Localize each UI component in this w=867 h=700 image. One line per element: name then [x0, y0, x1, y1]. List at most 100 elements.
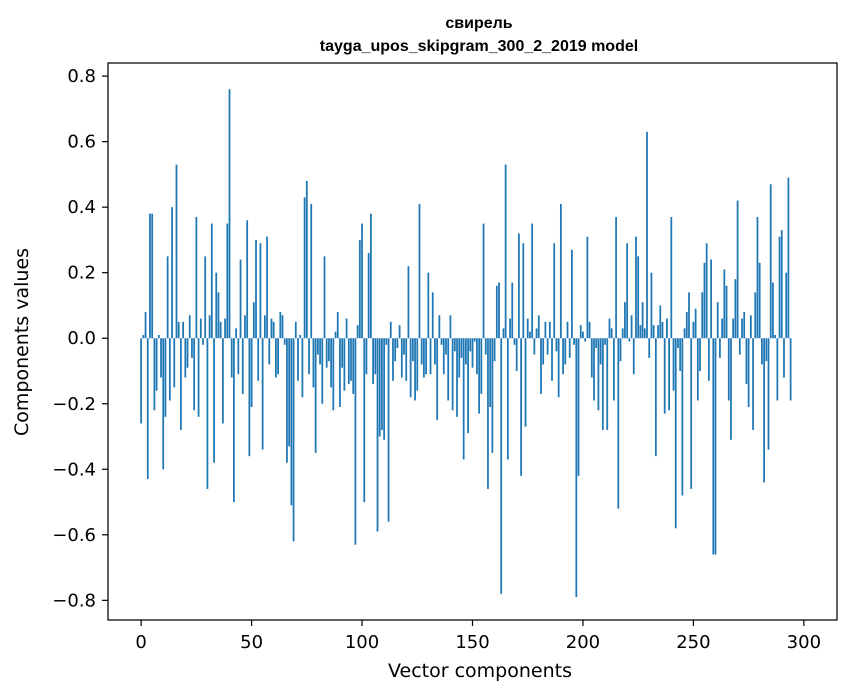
bar-12: [166, 256, 169, 339]
bar-247: [685, 312, 688, 339]
bar-162: [498, 282, 500, 339]
bar-259: [712, 338, 715, 555]
bar-197: [575, 338, 578, 598]
bar-194: [568, 338, 571, 358]
bar-182: [542, 338, 545, 365]
y-axis-label: Components values: [11, 248, 33, 436]
bar-257: [707, 338, 710, 381]
bar-45: [239, 259, 242, 339]
bar-91: [341, 338, 344, 368]
bar-87: [332, 338, 335, 411]
bar-130: [427, 272, 430, 339]
bar-106: [374, 338, 377, 375]
bar-2: [144, 312, 147, 339]
bar-10: [162, 338, 165, 470]
bar-193: [566, 321, 569, 339]
bar-229: [646, 131, 648, 339]
bar-196: [573, 338, 575, 345]
bar-245: [681, 338, 684, 496]
bar-119: [403, 338, 405, 355]
bar-225: [637, 256, 640, 339]
bar-173: [522, 243, 525, 339]
bar-78: [312, 338, 315, 388]
bar-38: [224, 318, 226, 339]
bar-149: [469, 338, 472, 352]
bar-181: [540, 338, 542, 394]
bar-179: [535, 328, 538, 339]
x-tick-label: 100: [345, 632, 379, 653]
bar-18: [180, 338, 182, 430]
bar-117: [398, 325, 401, 339]
bar-89: [336, 312, 339, 339]
bar-238: [666, 318, 668, 339]
bar-80: [316, 338, 319, 355]
bar-283: [765, 338, 768, 362]
bar-287: [774, 334, 777, 339]
bar-282: [763, 338, 765, 483]
bar-184: [546, 338, 549, 355]
bar-20: [184, 338, 187, 378]
x-tick-label: 300: [787, 632, 821, 653]
bar-252: [696, 338, 699, 401]
bar-234: [657, 325, 659, 339]
bar-84: [325, 338, 328, 368]
y-tick-label: 0.0: [67, 328, 96, 349]
bar-14: [171, 207, 173, 339]
bar-219: [624, 302, 626, 339]
bar-32: [210, 223, 213, 339]
bar-19: [182, 321, 184, 339]
bar-256: [705, 243, 708, 339]
bar-79: [314, 338, 317, 453]
y-tick-label: −0.4: [52, 459, 96, 480]
bar-164: [502, 328, 505, 339]
bar-222: [630, 315, 633, 339]
bar-65: [283, 338, 286, 345]
bar-208: [599, 338, 602, 365]
bar-213: [610, 328, 613, 339]
bar-289: [778, 236, 781, 339]
bar-206: [595, 338, 598, 349]
bar-134: [436, 338, 439, 421]
bar-111: [385, 338, 388, 345]
bar-144: [458, 338, 461, 378]
bar-50: [250, 338, 253, 408]
bar-85: [328, 338, 330, 362]
bar-97: [354, 338, 357, 545]
bar-44: [237, 338, 240, 375]
bar-161: [495, 285, 498, 339]
bar-115: [394, 338, 397, 362]
bar-211: [606, 338, 609, 430]
bar-200: [582, 331, 584, 339]
y-tick-label: 0.8: [67, 66, 96, 87]
bar-136: [440, 338, 443, 345]
bar-160: [493, 338, 496, 362]
bar-47: [244, 315, 246, 339]
bar-281: [761, 338, 763, 365]
bar-118: [400, 338, 403, 378]
bar-217: [619, 338, 622, 362]
bar-68: [290, 338, 293, 506]
x-tick-label: 0: [135, 632, 146, 653]
bar-55: [261, 338, 264, 450]
bar-176: [529, 331, 531, 339]
bar-124: [414, 338, 416, 401]
bar-75: [305, 180, 308, 339]
bar-72: [299, 334, 302, 339]
bar-163: [500, 338, 503, 594]
bar-53: [257, 338, 260, 381]
x-tick-label: 50: [240, 632, 263, 653]
bar-100: [361, 223, 363, 339]
bar-290: [780, 230, 783, 339]
bar-73: [301, 338, 304, 398]
bar-279: [756, 216, 759, 339]
bar-273: [743, 312, 746, 339]
bar-266: [727, 338, 730, 401]
bar-171: [518, 233, 520, 339]
x-tick-label: 250: [676, 632, 710, 653]
bar-141: [451, 338, 454, 411]
bar-112: [387, 338, 390, 522]
bar-265: [725, 285, 728, 339]
bar-121: [407, 266, 410, 339]
